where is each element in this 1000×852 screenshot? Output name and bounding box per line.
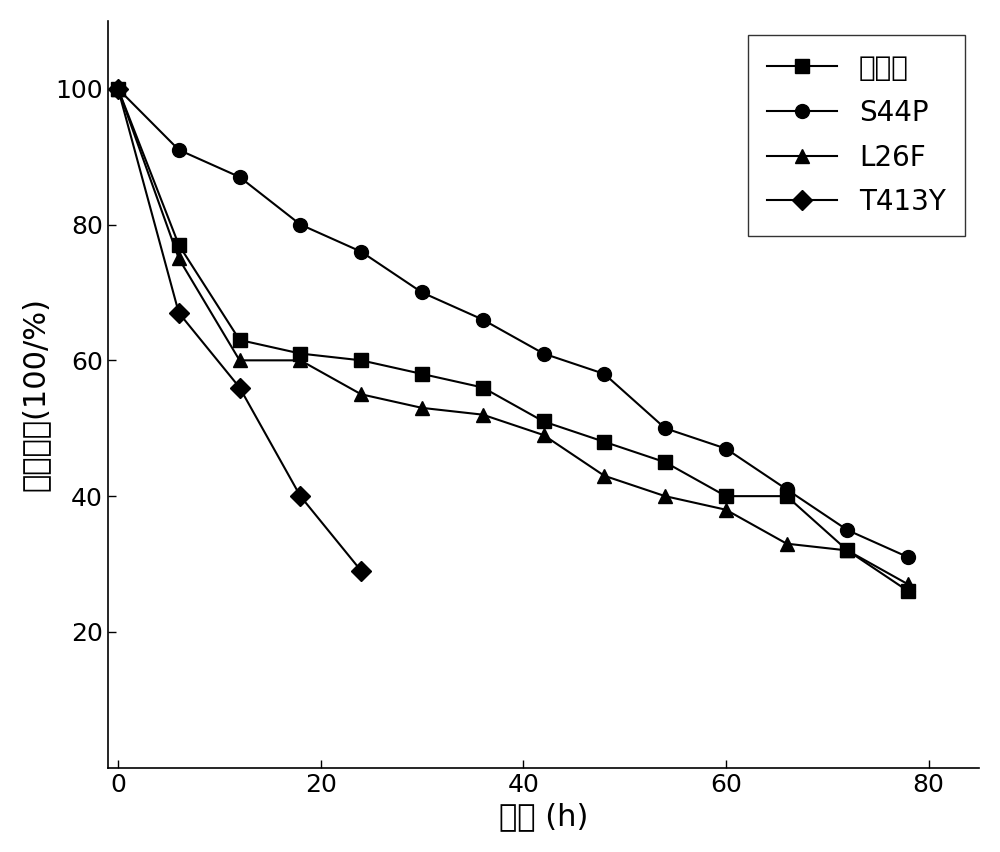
S44P <box>841 525 853 535</box>
野生型 <box>659 457 671 467</box>
L26F <box>538 430 550 440</box>
T413Y <box>355 566 367 576</box>
野生型 <box>112 83 124 94</box>
L26F <box>902 579 914 590</box>
S44P <box>902 552 914 562</box>
S44P <box>477 314 489 325</box>
S44P <box>173 145 185 155</box>
S44P <box>294 220 306 230</box>
野生型 <box>294 348 306 359</box>
S44P <box>720 444 732 454</box>
野生型 <box>598 437 610 447</box>
野生型 <box>720 491 732 501</box>
L26F <box>355 389 367 400</box>
L26F <box>659 491 671 501</box>
L26F <box>294 355 306 366</box>
S44P <box>781 484 793 494</box>
Legend: 野生型, S44P, L26F, T413Y: 野生型, S44P, L26F, T413Y <box>748 35 965 236</box>
S44P <box>416 287 428 297</box>
L26F <box>112 83 124 94</box>
S44P <box>659 423 671 434</box>
L26F <box>234 355 246 366</box>
L26F <box>477 410 489 420</box>
Line: 野生型: 野生型 <box>111 82 915 598</box>
L26F <box>416 403 428 413</box>
T413Y <box>234 383 246 393</box>
Line: S44P: S44P <box>111 82 915 564</box>
野生型 <box>902 586 914 596</box>
野生型 <box>173 239 185 250</box>
野生型 <box>841 545 853 556</box>
野生型 <box>416 369 428 379</box>
野生型 <box>355 355 367 366</box>
S44P <box>112 83 124 94</box>
野生型 <box>538 417 550 427</box>
X-axis label: 时间 (h): 时间 (h) <box>499 803 588 832</box>
Line: L26F: L26F <box>111 82 915 591</box>
T413Y <box>294 491 306 501</box>
Line: T413Y: T413Y <box>111 82 368 578</box>
L26F <box>781 538 793 549</box>
S44P <box>234 172 246 182</box>
T413Y <box>173 308 185 318</box>
野生型 <box>477 383 489 393</box>
S44P <box>355 246 367 256</box>
L26F <box>720 504 732 515</box>
S44P <box>538 348 550 359</box>
L26F <box>598 470 610 481</box>
S44P <box>598 369 610 379</box>
野生型 <box>234 335 246 345</box>
Y-axis label: 相对酶活(100/%): 相对酶活(100/%) <box>21 297 50 492</box>
L26F <box>173 253 185 263</box>
T413Y <box>112 83 124 94</box>
野生型 <box>781 491 793 501</box>
L26F <box>841 545 853 556</box>
